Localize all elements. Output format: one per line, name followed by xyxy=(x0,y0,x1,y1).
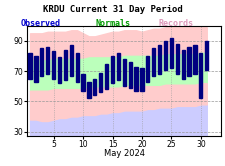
Bar xyxy=(58,57,61,83)
Bar xyxy=(75,53,79,82)
Bar xyxy=(34,56,37,82)
Bar xyxy=(140,68,143,91)
X-axis label: May 2024: May 2024 xyxy=(103,149,144,158)
Bar xyxy=(28,53,32,79)
Bar xyxy=(46,47,49,74)
Text: KRDU Current 31 Day Period: KRDU Current 31 Day Period xyxy=(43,5,182,14)
Text: Observed: Observed xyxy=(21,19,60,28)
Bar xyxy=(69,45,73,76)
Bar xyxy=(151,48,155,76)
Bar xyxy=(204,41,207,70)
Bar xyxy=(175,44,178,74)
Bar xyxy=(87,82,90,98)
Text: Normals: Normals xyxy=(95,19,130,28)
Bar xyxy=(157,45,161,74)
Bar xyxy=(163,41,166,70)
Bar xyxy=(169,38,172,68)
Bar xyxy=(198,53,202,98)
Bar xyxy=(40,48,43,76)
Bar xyxy=(52,51,55,79)
Bar xyxy=(146,56,149,82)
Bar xyxy=(93,79,96,95)
Bar xyxy=(116,53,119,80)
Bar xyxy=(187,47,190,76)
Bar xyxy=(63,50,67,80)
Bar xyxy=(81,74,84,91)
Bar xyxy=(193,45,196,74)
Bar xyxy=(122,59,125,86)
Bar xyxy=(181,50,184,79)
Bar xyxy=(105,64,108,89)
Text: Records: Records xyxy=(158,19,193,28)
Bar xyxy=(99,73,102,92)
Bar xyxy=(134,67,137,91)
Bar xyxy=(110,56,114,83)
Bar xyxy=(128,62,131,88)
